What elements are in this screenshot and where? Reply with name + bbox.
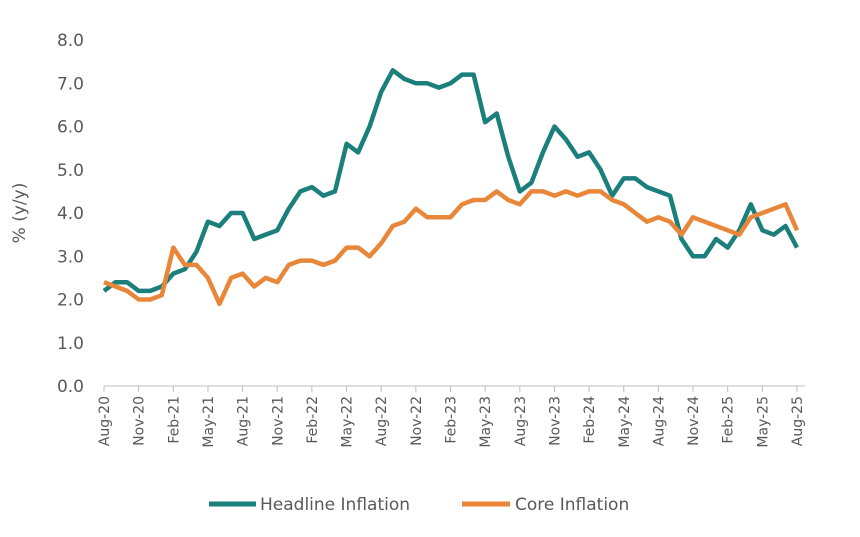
x-tick-label: Feb-25 (721, 396, 737, 444)
x-tick-label: Feb-21 (166, 396, 182, 444)
y-tick-label: 7.0 (57, 74, 84, 94)
x-tick-label: May-22 (340, 396, 356, 448)
x-axis-ticks: Aug-20 Nov-20 Feb-21 May-21 Aug-21 Nov-21 Feb-… (97, 386, 806, 448)
x-tick-label: Aug-24 (651, 396, 667, 446)
x-tick-label: Feb-24 (582, 396, 598, 444)
x-tick-label: Nov-23 (547, 396, 563, 446)
x-tick-label: May-21 (201, 396, 217, 448)
x-tick-label: Aug-25 (790, 396, 806, 446)
x-tick-label: Aug-23 (513, 396, 529, 446)
x-tick-label: Feb-23 (444, 396, 460, 444)
x-tick-label: May-25 (755, 396, 771, 448)
y-tick-label: 0.0 (57, 377, 84, 397)
x-tick-label: Nov-21 (270, 396, 286, 446)
y-tick-label: 4.0 (57, 204, 84, 224)
y-axis-ticks: 0.0 1.0 2.0 3.0 4.0 5.0 6.0 7.0 8.0 (57, 31, 84, 397)
headline-inflation-line (102, 68, 799, 294)
y-tick-label: 1.0 (57, 334, 84, 354)
legend-label-headline: Headline Inflation (260, 495, 410, 515)
y-tick-label: 8.0 (57, 31, 84, 51)
series-lines (102, 68, 800, 307)
legend-label-core: Core Inflation (515, 495, 629, 515)
core-inflation-line (103, 189, 800, 307)
x-tick-label: Aug-21 (236, 396, 252, 446)
y-axis-label: % (y/y) (10, 183, 30, 244)
x-tick-label: May-24 (617, 396, 633, 448)
core-points (103, 191, 798, 304)
y-tick-label: 3.0 (57, 247, 84, 267)
x-tick-label: May-23 (478, 396, 494, 448)
legend: Headline Inflation Core Inflation (209, 495, 629, 515)
y-tick-label: 2.0 (57, 291, 84, 311)
x-tick-label: Nov-24 (686, 396, 702, 446)
y-tick-label: 5.0 (57, 161, 84, 181)
x-tick-label: Nov-20 (132, 396, 148, 446)
headline-points (103, 70, 798, 291)
x-tick-label: Feb-22 (305, 396, 321, 444)
x-tick-label: Aug-20 (97, 396, 113, 446)
y-tick-label: 6.0 (57, 118, 84, 138)
x-tick-label: Nov-22 (409, 396, 425, 446)
x-tick-label: Aug-22 (374, 396, 390, 446)
